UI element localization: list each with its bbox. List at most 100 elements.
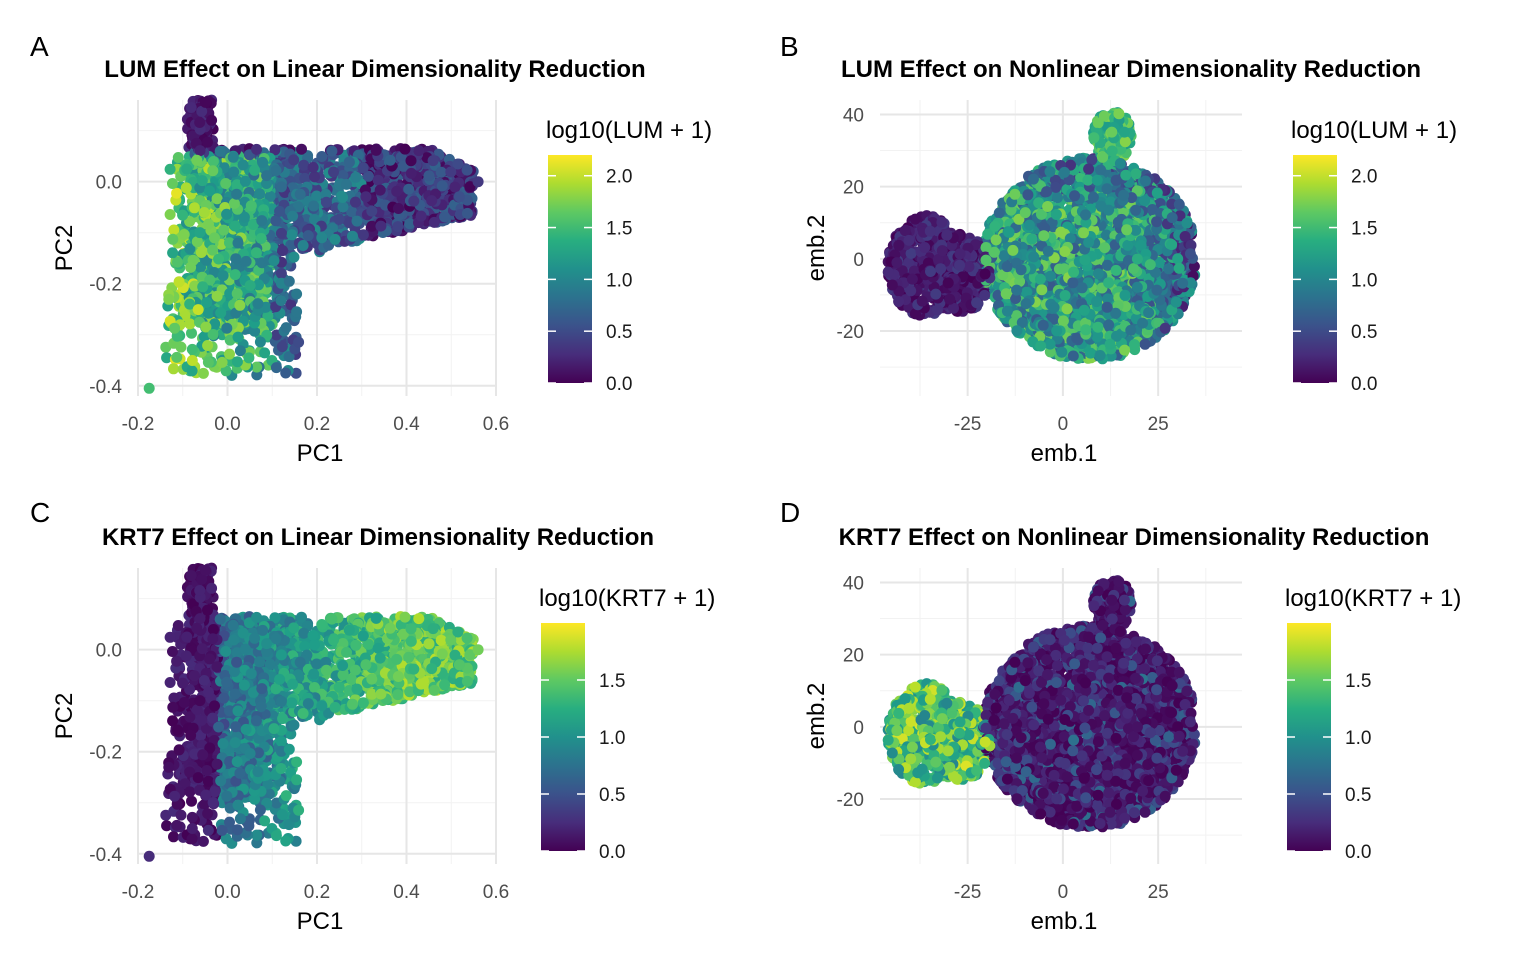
scatter-point <box>291 288 303 300</box>
scatter-point <box>195 247 207 258</box>
scatter-point <box>185 261 197 273</box>
scatter-point <box>143 382 155 394</box>
scatter-point <box>423 170 435 182</box>
scatter-point <box>288 154 300 166</box>
scatter-point <box>200 96 211 108</box>
legend-tick-label: 1.5 <box>606 219 632 240</box>
scatter-point <box>347 230 358 242</box>
scatter-point <box>428 216 440 228</box>
x-tick-label: 0.4 <box>393 414 420 435</box>
scatter-point <box>316 232 328 244</box>
scatter-point <box>360 191 372 203</box>
scatter-point <box>207 165 219 177</box>
legend-tick-label: 0.0 <box>606 374 632 395</box>
scatter-point <box>229 269 241 281</box>
scatter-point <box>175 341 187 353</box>
legend-title: log10(LUM + 1) <box>546 117 712 144</box>
scatter-point <box>326 145 338 157</box>
x-tick-label: 0.2 <box>304 414 330 435</box>
scatter-point <box>251 143 263 155</box>
scatter-point <box>439 211 451 223</box>
scatter-point <box>392 203 404 214</box>
scatter-point <box>275 295 287 306</box>
scatter-point <box>164 163 176 175</box>
scatter-point <box>228 198 240 209</box>
scatter-point <box>268 255 280 267</box>
scatter-point <box>202 340 214 351</box>
scatter-point <box>337 201 349 213</box>
scatter-point <box>286 229 298 241</box>
scatter-point <box>349 196 361 208</box>
scatter-point <box>329 233 341 245</box>
scatter-point <box>194 145 206 157</box>
scatter-point <box>391 185 403 197</box>
scatter-point <box>435 166 447 178</box>
scatter-point <box>206 114 218 126</box>
scatter-point <box>186 365 198 377</box>
scatter-point <box>215 307 227 319</box>
scatter-point <box>209 232 220 244</box>
scatter-point <box>370 144 382 156</box>
scatter-point <box>280 322 292 334</box>
scatter-point <box>280 367 292 379</box>
scatter-point <box>343 156 355 168</box>
scatter-point <box>252 298 264 310</box>
scatter-point <box>259 347 271 359</box>
scatter-point <box>171 187 183 199</box>
scatter-point <box>196 175 208 187</box>
scatter-point <box>234 345 246 357</box>
scatter-point <box>172 152 184 163</box>
scatter-point <box>399 143 411 155</box>
scatter-points <box>882 107 1201 365</box>
scatter-point <box>337 192 349 203</box>
scatter-point <box>250 247 262 259</box>
scatter-point <box>427 155 439 167</box>
scatter-point <box>164 209 176 220</box>
scatter-point <box>243 352 255 364</box>
scatter-point <box>231 188 243 200</box>
scatter-point <box>357 229 369 241</box>
scatter-point <box>211 290 223 302</box>
scatter-point <box>350 171 362 183</box>
scatter-point <box>207 244 219 256</box>
scatter-point <box>453 191 465 203</box>
scatter-point <box>186 343 198 355</box>
scatter-point <box>197 281 209 293</box>
scatter-point <box>308 200 320 212</box>
scatter-point <box>202 356 214 368</box>
scatter-point <box>261 170 273 182</box>
scatter-point <box>413 145 425 157</box>
scatter-point <box>366 205 378 217</box>
scatter-point <box>405 155 417 167</box>
scatter-point <box>249 164 261 176</box>
scatter-point <box>167 233 179 245</box>
scatter-point <box>244 280 256 291</box>
scatter-point <box>232 331 244 343</box>
scatter-point <box>163 293 175 305</box>
scatter-point <box>472 176 484 188</box>
scatter-point <box>218 224 230 236</box>
scatter-point <box>240 255 252 267</box>
scatter-point <box>293 336 305 348</box>
scatter-point <box>216 356 228 368</box>
scatter-point <box>171 351 183 363</box>
x-tick-label: 0.0 <box>214 414 240 435</box>
scatter-point <box>256 215 268 227</box>
panel-letter: A <box>30 31 49 62</box>
scatter-point <box>184 318 196 330</box>
scatter-point <box>254 336 266 348</box>
scatter-point <box>178 229 190 240</box>
scatter-point <box>186 355 198 366</box>
scatter-point <box>181 163 193 175</box>
scatter-point <box>283 275 295 287</box>
scatter-point <box>302 230 314 242</box>
scatter-point <box>224 348 235 360</box>
scatter-point <box>357 162 369 174</box>
scatter-point <box>296 143 307 155</box>
scatter-point <box>201 297 213 308</box>
scatter-point <box>426 195 438 207</box>
scatter-point <box>257 156 269 168</box>
y-axis-title: PC2 <box>51 225 78 272</box>
